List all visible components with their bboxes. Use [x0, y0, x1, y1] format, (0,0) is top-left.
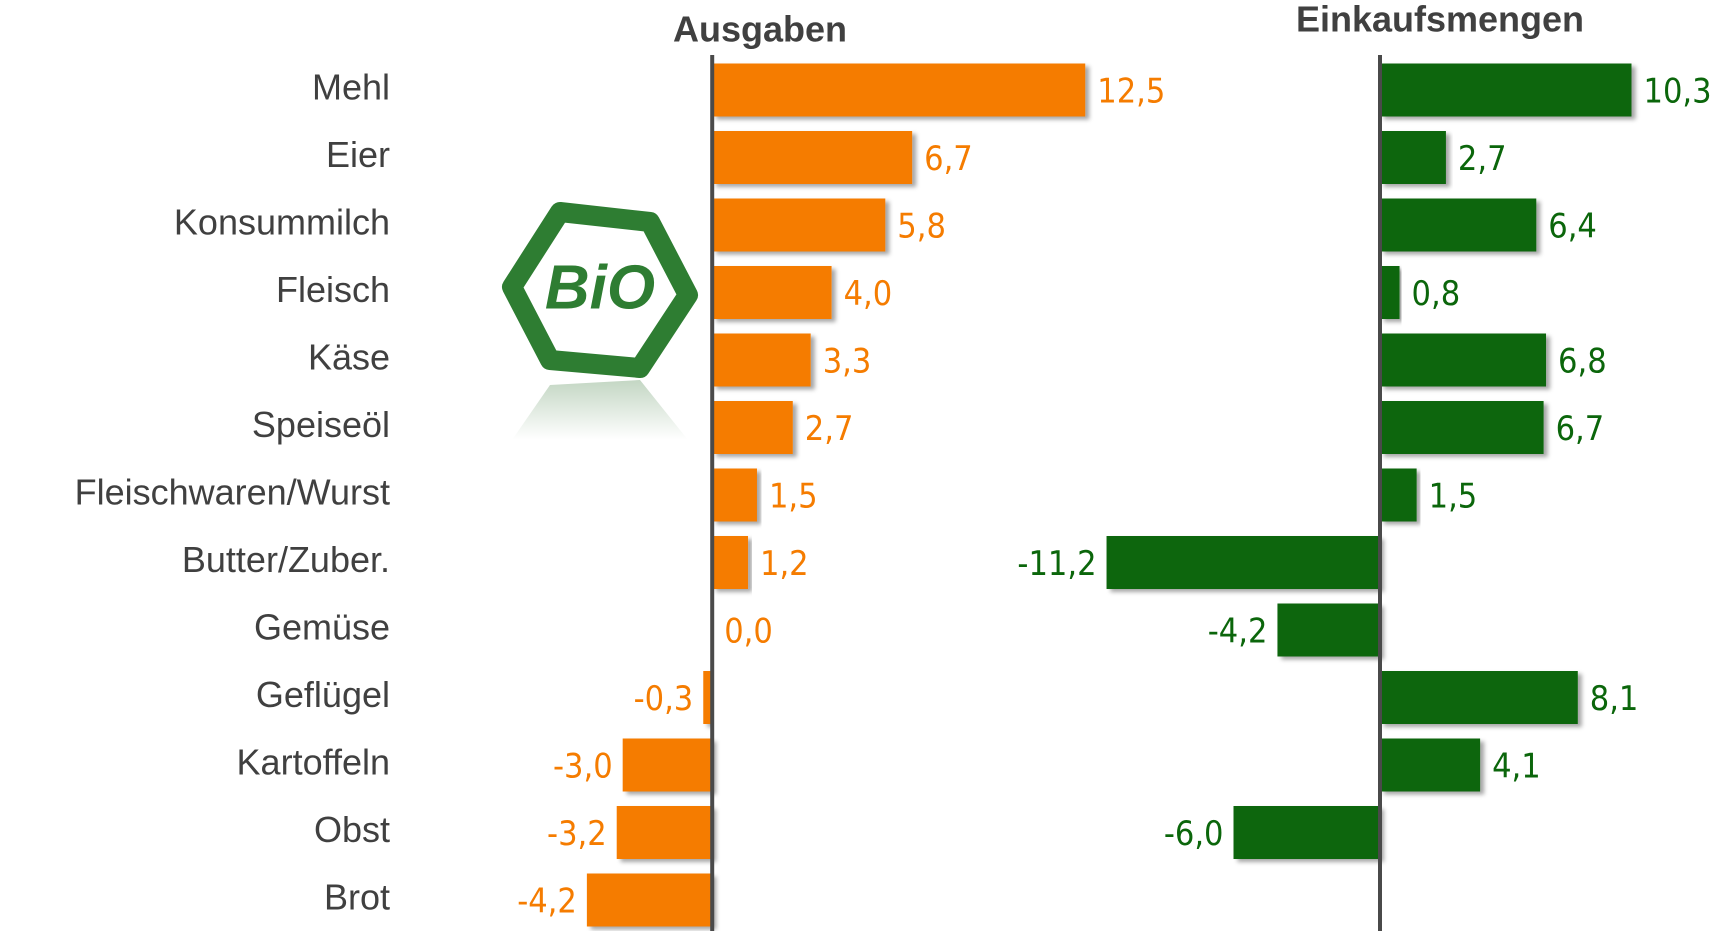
- value-label: 8,1: [1590, 679, 1639, 719]
- bar: [712, 131, 913, 184]
- value-label: 3,3: [823, 342, 872, 382]
- chart-title: Ausgaben: [673, 9, 847, 50]
- value-label: 1,5: [769, 477, 818, 517]
- value-label: -4,2: [1208, 612, 1268, 652]
- value-label: 12,5: [1097, 72, 1165, 112]
- value-label: 0,0: [724, 612, 773, 652]
- value-label: -6,0: [1164, 814, 1224, 854]
- category-label: Fleisch: [276, 269, 390, 310]
- bar: [712, 401, 793, 454]
- value-label: 6,7: [924, 139, 973, 179]
- bar: [622, 738, 713, 792]
- value-label: 2,7: [805, 409, 854, 449]
- bar: [1380, 131, 1446, 184]
- category-label: Geflügel: [256, 674, 390, 715]
- value-label: 2,7: [1458, 139, 1507, 179]
- category-label: Butter/Zuber.: [182, 539, 390, 580]
- value-label: -11,2: [1017, 544, 1096, 584]
- category-label: Gemüse: [254, 607, 390, 648]
- category-label: Fleischwaren/Wurst: [75, 472, 390, 513]
- bar: [712, 198, 886, 252]
- value-label: 5,8: [897, 207, 946, 247]
- bar: [1380, 198, 1537, 252]
- value-label: 6,4: [1548, 207, 1597, 247]
- logo-text: BiO: [545, 253, 655, 322]
- value-label: -3,2: [547, 814, 607, 854]
- value-label: 0,8: [1412, 274, 1461, 314]
- category-label: Obst: [314, 809, 390, 850]
- bar: [586, 873, 713, 927]
- bar: [712, 536, 749, 589]
- bar: [1380, 63, 1632, 117]
- bar: [1380, 401, 1544, 454]
- value-label: 1,5: [1429, 477, 1478, 517]
- category-label: Speiseöl: [252, 404, 390, 445]
- bar: [712, 63, 1086, 117]
- value-label: -3,0: [553, 747, 613, 787]
- category-label: Mehl: [312, 67, 390, 108]
- value-label: 6,7: [1556, 409, 1605, 449]
- bar: [1380, 266, 1400, 319]
- bar: [712, 468, 757, 522]
- bar: [712, 333, 811, 387]
- category-label: Konsummilch: [174, 202, 390, 243]
- bar: [712, 266, 832, 319]
- bar: [1380, 333, 1547, 387]
- category-label: Eier: [326, 134, 390, 175]
- bar: [1380, 671, 1578, 724]
- value-label: 4,1: [1492, 747, 1541, 787]
- bar: [616, 806, 713, 859]
- bio-logo: BiO: [502, 202, 698, 440]
- chart-title: Einkaufsmengen: [1296, 0, 1584, 40]
- value-label: 1,2: [760, 544, 809, 584]
- value-label: -4,2: [517, 882, 577, 922]
- category-label: Käse: [308, 337, 390, 378]
- bar: [1277, 603, 1380, 657]
- bar: [1380, 468, 1417, 522]
- bar: [1233, 806, 1380, 859]
- bar: [1106, 536, 1380, 589]
- bar: [703, 671, 713, 724]
- category-label: Brot: [324, 877, 390, 918]
- category-label: Kartoffeln: [237, 742, 390, 783]
- bar: [1380, 738, 1481, 792]
- value-label: -0,3: [634, 679, 694, 719]
- value-label: 6,8: [1558, 342, 1607, 382]
- value-label: 4,0: [844, 274, 893, 314]
- value-label: 10,3: [1643, 72, 1711, 112]
